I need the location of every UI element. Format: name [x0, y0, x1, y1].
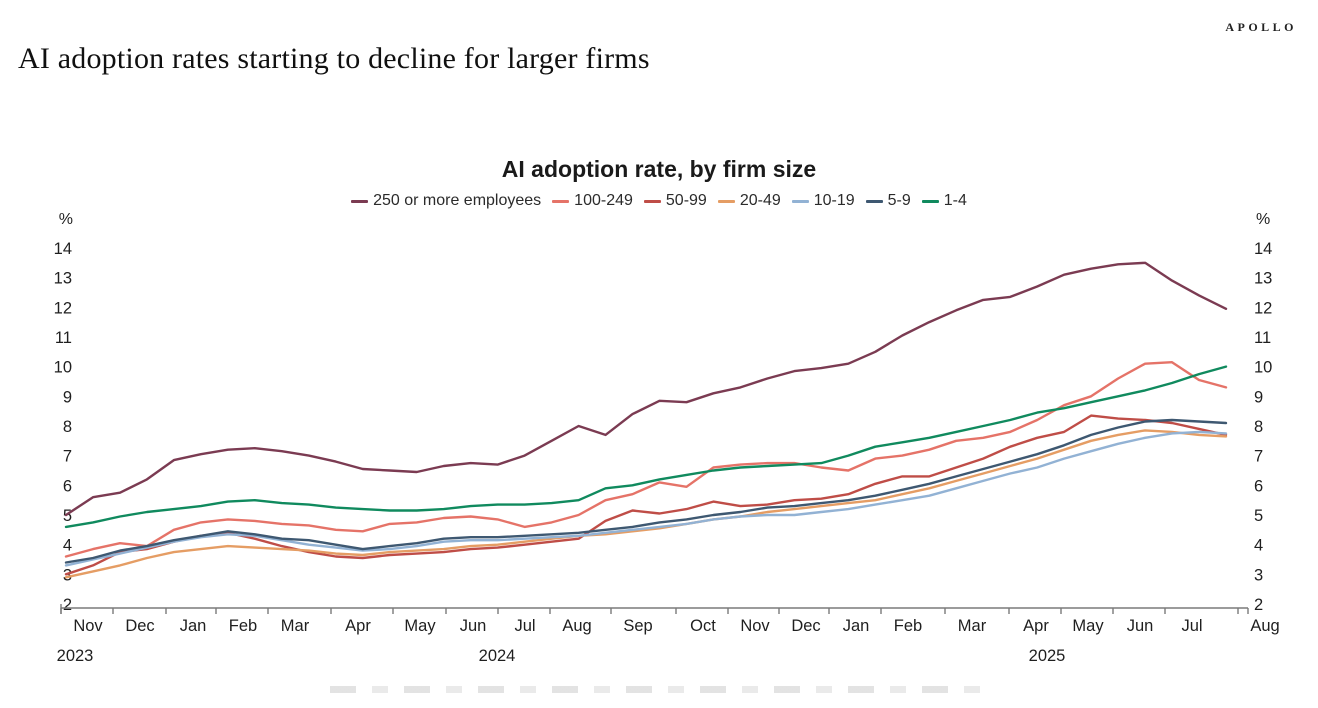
y-axis-tick-label-left: 13 — [54, 270, 72, 288]
legend-swatch-icon — [552, 199, 570, 203]
legend-item-1-4: 1-4 — [921, 192, 967, 210]
y-axis-tick-label-left: 14 — [54, 240, 72, 258]
legend-label: 50-99 — [665, 192, 707, 209]
legend-label: 10-19 — [813, 192, 855, 209]
x-axis-month-label: May — [1072, 617, 1104, 635]
y-axis-tick-label-left: 3 — [63, 566, 72, 584]
series-line-5-9 — [64, 418, 1228, 564]
y-axis-tick-label-left: 8 — [63, 418, 72, 436]
legend-swatch-icon — [865, 199, 883, 203]
legend-swatch-icon — [351, 199, 369, 203]
legend-item-20-49: 20-49 — [717, 192, 781, 210]
x-axis-month-label: May — [404, 617, 436, 635]
x-axis-year-label: 2023 — [57, 647, 94, 665]
x-axis-month-label: Apr — [1023, 617, 1049, 635]
y-axis-unit-right: % — [1256, 211, 1271, 228]
legend-item-250-or-more-employees: 250 or more employees — [351, 192, 541, 210]
y-axis-tick-label-right: 6 — [1254, 477, 1263, 495]
x-axis-month-label: Aug — [1250, 617, 1279, 635]
legend-label: 1-4 — [943, 192, 967, 209]
y-axis-tick-label-right: 4 — [1254, 537, 1263, 555]
y-axis-tick-label-right: 13 — [1254, 270, 1272, 288]
series-line-10-19 — [64, 430, 1228, 567]
x-axis-month-label: Jul — [514, 617, 535, 635]
x-axis-month-label: Nov — [740, 617, 770, 635]
legend-label: 100-249 — [574, 192, 633, 209]
series-line-50-99 — [64, 414, 1228, 576]
y-axis-tick-label-right: 14 — [1254, 240, 1272, 258]
y-axis-tick-label-right: 7 — [1254, 448, 1263, 466]
x-axis-year-label: 2025 — [1029, 647, 1066, 665]
x-axis-month-label: Mar — [281, 617, 310, 635]
x-axis-year-label: 2024 — [479, 647, 516, 665]
legend-swatch-icon — [921, 199, 939, 203]
x-axis-month-label: Aug — [562, 617, 591, 635]
legend-swatch-icon — [791, 199, 809, 203]
y-axis-tick-label-left: 6 — [63, 477, 72, 495]
y-axis-tick-label-right: 8 — [1254, 418, 1263, 436]
x-axis-month-label: Nov — [73, 617, 103, 635]
legend-item-50-99: 50-99 — [643, 192, 707, 210]
y-axis-tick-label-right: 11 — [1254, 329, 1271, 347]
legend-swatch-icon — [643, 199, 661, 203]
y-axis-tick-label-left: 11 — [55, 329, 72, 347]
brand-logo: APOLLO — [1225, 20, 1297, 34]
y-axis-tick-label-right: 10 — [1254, 359, 1272, 377]
clipped-source-note — [330, 686, 980, 693]
x-axis-month-label: Sep — [623, 617, 652, 635]
x-axis-month-label: Jul — [1181, 617, 1202, 635]
x-axis-month-label: Dec — [791, 617, 820, 635]
x-axis-month-label: Dec — [125, 617, 154, 635]
x-axis-month-label: Jun — [460, 617, 487, 635]
legend-label: 20-49 — [739, 192, 781, 209]
chart-title: AI adoption rate, by firm size — [501, 156, 817, 182]
x-axis-month-label: Mar — [958, 617, 987, 635]
x-axis-month-label: Feb — [229, 617, 257, 635]
series-line-20-49 — [64, 429, 1228, 579]
legend-label: 5-9 — [887, 192, 911, 209]
legend-item-5-9: 5-9 — [865, 192, 911, 210]
y-axis-tick-label-right: 5 — [1254, 507, 1263, 525]
x-axis-month-label: Jan — [843, 617, 870, 635]
y-axis-tick-label-right: 9 — [1254, 388, 1263, 406]
chart-legend: 250 or more employees 100-249 50-99 20-49 10… — [0, 192, 1318, 210]
y-axis-tick-label-left: 9 — [63, 388, 72, 406]
series-line-250-or-more-employees — [64, 261, 1228, 517]
legend-swatch-icon — [717, 199, 735, 203]
y-axis-tick-label-right: 12 — [1254, 299, 1272, 317]
y-axis-tick-label-left: 7 — [63, 448, 72, 466]
x-axis-month-label: Jan — [180, 617, 207, 635]
legend-label: 250 or more employees — [373, 192, 542, 209]
legend-item-100-249: 100-249 — [552, 192, 633, 210]
y-axis-tick-label-right: 2 — [1254, 596, 1263, 614]
series-line-100-249 — [64, 361, 1228, 558]
x-axis-month-label: Apr — [345, 617, 371, 635]
y-axis-tick-label-left: 12 — [54, 299, 72, 317]
y-axis-tick-label-left: 5 — [63, 507, 72, 525]
x-axis-month-label: Jun — [1127, 617, 1154, 635]
series-line-1-4 — [64, 365, 1228, 529]
y-axis-tick-label-right: 3 — [1254, 566, 1263, 584]
x-axis-month-label: Feb — [894, 617, 922, 635]
y-axis-unit-left: % — [58, 211, 73, 228]
page-title: AI adoption rates starting to decline fo… — [18, 42, 650, 75]
y-axis-tick-label-left: 4 — [63, 537, 72, 555]
x-axis-month-label: Oct — [690, 617, 716, 635]
legend-item-10-19: 10-19 — [791, 192, 855, 210]
y-axis-tick-label-left: 10 — [54, 359, 72, 377]
y-axis-tick-label-left: 2 — [63, 596, 72, 614]
